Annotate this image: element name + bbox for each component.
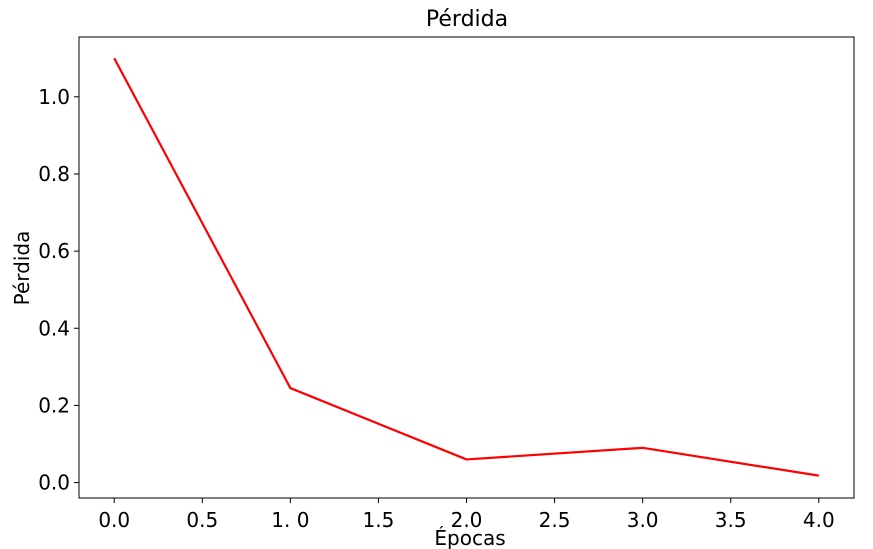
loss-series-line <box>113 57 819 477</box>
x-tick-label: 1.5 <box>363 508 395 532</box>
y-axis-label: Pérdida <box>10 231 34 306</box>
x-tick-label: 0.0 <box>98 508 130 532</box>
x-tick-label: 3.5 <box>715 508 747 532</box>
x-tick-label: 4.0 <box>803 508 835 532</box>
plot-area-frame <box>78 36 855 499</box>
x-tick-label: 1. 0 <box>271 508 309 532</box>
y-tick-label: 0.4 <box>38 316 70 340</box>
x-tick-label: 0.5 <box>186 508 218 532</box>
x-tick-label: 2.5 <box>539 508 571 532</box>
chart-title: Pérdida <box>426 7 508 32</box>
y-tick-label: 0.2 <box>38 393 70 417</box>
x-axis-label: Épocas <box>434 526 505 549</box>
y-tick-label: 0.6 <box>38 239 70 263</box>
x-axis: 0.0 0.5 1. 0 1.5 2.0 2.5 3.0 3.5 4.0 <box>98 498 835 532</box>
y-axis: 0.0 0.2 0.4 0.6 0.8 1.0 <box>38 85 79 495</box>
y-tick-label: 0.0 <box>38 471 70 495</box>
x-tick-label: 3.0 <box>627 508 659 532</box>
series-group <box>113 57 819 477</box>
y-tick-label: 0.8 <box>38 162 70 186</box>
y-tick-label: 1.0 <box>38 85 70 109</box>
x-tick-label: 2.0 <box>451 508 483 532</box>
